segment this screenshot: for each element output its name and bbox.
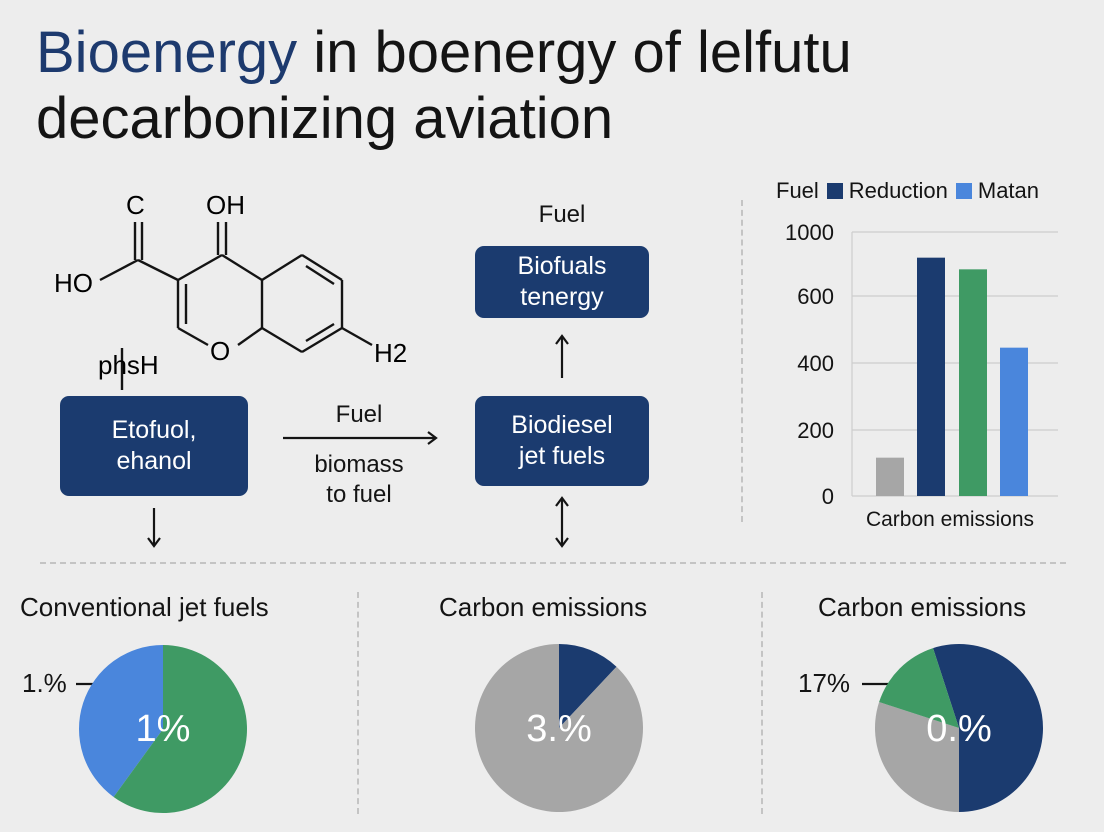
y-tick-label: 1000 bbox=[785, 220, 834, 245]
arrow-down-head bbox=[147, 537, 161, 548]
section-title-carbon-right: Carbon emissions bbox=[818, 592, 1027, 622]
bond bbox=[261, 253, 303, 282]
legend-swatch-reduction bbox=[826, 183, 843, 199]
vertical-divider-chart bbox=[741, 200, 743, 522]
x-axis-label: Carbon emissions bbox=[866, 508, 1034, 531]
molecule-diagram: C OH HO O H2 phsH bbox=[54, 190, 407, 390]
horizontal-divider bbox=[40, 562, 1066, 564]
page-title: Bioenergy in boenergy of lelfutu decarbon… bbox=[36, 20, 1076, 152]
pie-slice bbox=[879, 648, 959, 728]
biodiesel-box: Biodiesel jet fuels bbox=[475, 396, 649, 486]
y-tick-label: 0 bbox=[822, 484, 834, 509]
title-line2: decarbonizing aviation bbox=[36, 86, 614, 151]
pie-1-center-label: 1% bbox=[135, 708, 191, 750]
atom-ho: HO bbox=[54, 268, 93, 298]
pie-3-center-label: 0.% bbox=[926, 708, 992, 750]
bond bbox=[237, 327, 263, 346]
bar-legend: Fuel Reduction Matan bbox=[776, 178, 1039, 204]
bar bbox=[1000, 347, 1028, 496]
atom-oh: OH bbox=[206, 190, 245, 220]
y-tick-label: 400 bbox=[797, 351, 834, 376]
title-accent: Bioenergy bbox=[36, 20, 298, 85]
atom-c: C bbox=[126, 190, 145, 220]
pie-3-callout: 17% bbox=[798, 668, 851, 698]
section-title-carbon-mid: Carbon emissions bbox=[439, 592, 648, 622]
bond bbox=[261, 326, 303, 354]
bar bbox=[917, 257, 945, 496]
bond bbox=[137, 258, 179, 282]
fuel-top-label: Fuel bbox=[538, 201, 586, 228]
pie-1-callout: 1.% bbox=[22, 668, 67, 698]
ethanol-box: Etofuol, ehanol bbox=[60, 396, 248, 496]
pie-slice bbox=[933, 644, 1043, 812]
legend-label-fuel: Fuel bbox=[776, 178, 819, 203]
bond bbox=[341, 326, 373, 347]
legend-swatch-matan bbox=[955, 183, 972, 199]
y-tick-label: 600 bbox=[797, 284, 834, 309]
bond bbox=[177, 326, 209, 347]
arrow-up-head bbox=[555, 334, 569, 345]
arrow-right-head bbox=[427, 431, 438, 445]
pie-conventional bbox=[78, 645, 247, 813]
atom-h2: H2 bbox=[374, 338, 407, 368]
bond bbox=[305, 264, 335, 286]
pie-slice bbox=[875, 702, 959, 812]
bond bbox=[177, 253, 223, 282]
pie-2-center-label: 3.% bbox=[526, 708, 592, 750]
section-title-conventional: Conventional jet fuels bbox=[20, 592, 269, 622]
bond bbox=[301, 253, 343, 282]
vertical-divider-1 bbox=[357, 592, 359, 814]
pie-carbon-right bbox=[875, 644, 1043, 812]
bond bbox=[305, 322, 335, 343]
arrow-updown-head-bottom bbox=[555, 537, 569, 548]
pie-carbon-mid bbox=[475, 644, 643, 812]
vertical-divider-2 bbox=[761, 592, 763, 814]
pie-slice bbox=[78, 645, 163, 797]
biofuels-box: Biofuals tenergy bbox=[475, 246, 649, 318]
title-line1-rest: in boenergy of lelfutu bbox=[297, 20, 852, 85]
label-phsh: phsH bbox=[98, 350, 159, 380]
y-tick-label: 200 bbox=[797, 418, 834, 443]
pie-slice bbox=[113, 645, 247, 813]
bond bbox=[301, 326, 343, 354]
pie-slice bbox=[559, 644, 617, 728]
arrow-updown-head-top bbox=[555, 496, 569, 507]
bond bbox=[99, 258, 139, 282]
bond bbox=[221, 253, 263, 282]
bar bbox=[959, 269, 987, 496]
legend-label-matan: Matan bbox=[977, 178, 1040, 203]
legend-label-reduction: Reduction bbox=[848, 178, 948, 203]
biomass-label: biomass to fuel bbox=[314, 451, 404, 508]
bar bbox=[876, 457, 904, 496]
bar-chart: 0 200 400 600 1000 Carbon emissions bbox=[785, 220, 1058, 531]
pie-slice bbox=[475, 644, 643, 812]
atom-o: O bbox=[210, 336, 230, 366]
fuel-arrow-label: Fuel bbox=[335, 401, 383, 428]
